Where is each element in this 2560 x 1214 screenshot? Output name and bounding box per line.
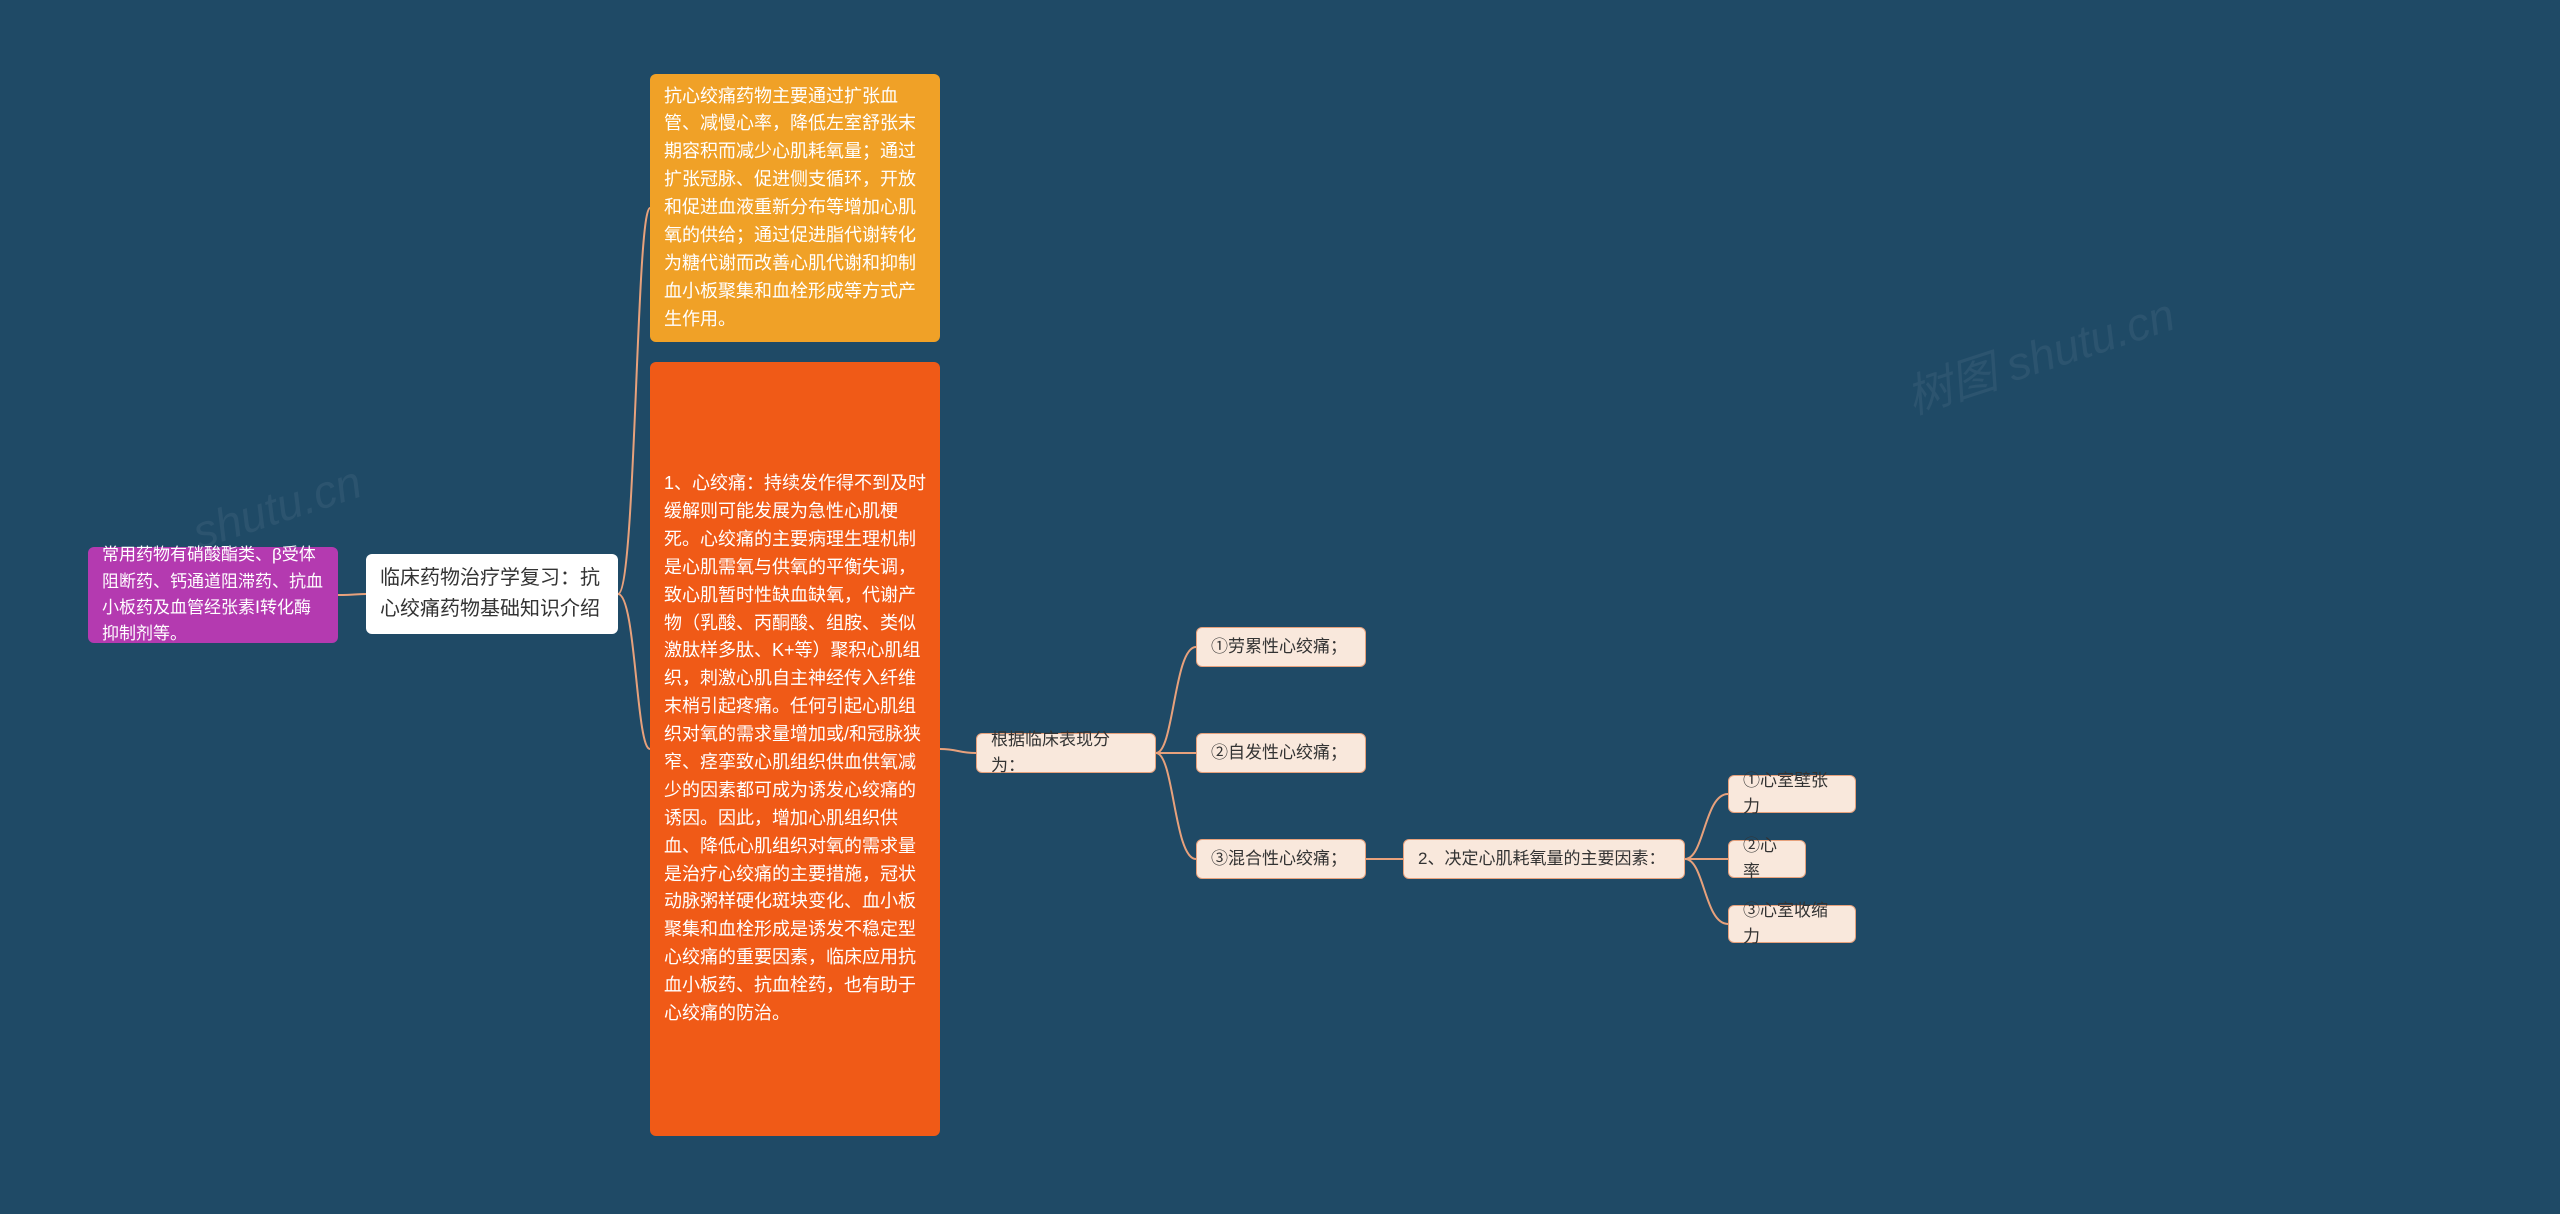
watermark: 树图 shutu.cn xyxy=(1897,279,2182,428)
mindmap-node-orange_box[interactable]: 1、心绞痛：持续发作得不到及时缓解则可能发展为急性心肌梗死。心绞痛的主要病理生理… xyxy=(650,362,940,1136)
edge xyxy=(618,594,650,749)
edge xyxy=(618,208,650,594)
mindmap-canvas: shutu.cn树图 shutu.cn常用药物有硝酸酯类、β受体阻断药、钙通道阻… xyxy=(0,0,2560,1214)
mindmap-node-f3[interactable]: ③心室收缩力 xyxy=(1728,905,1856,943)
mindmap-node-f1[interactable]: ①心室壁张力 xyxy=(1728,775,1856,813)
node-label: ③心室收缩力 xyxy=(1729,888,1855,961)
mindmap-node-c2[interactable]: ②自发性心绞痛； xyxy=(1196,733,1366,773)
edge xyxy=(1156,647,1196,753)
node-label: ①劳累性心绞痛； xyxy=(1197,624,1365,670)
node-label: 1、心绞痛：持续发作得不到及时缓解则可能发展为急性心肌梗死。心绞痛的主要病理生理… xyxy=(650,460,940,1038)
node-label: 抗心绞痛药物主要通过扩张血管、减慢心率，降低左室舒张末期容积而减少心肌耗氧量；通… xyxy=(650,73,940,344)
edge xyxy=(1685,859,1728,924)
edge xyxy=(940,749,976,753)
mindmap-node-root_class[interactable]: 根据临床表现分为： xyxy=(976,733,1156,773)
node-label: 根据临床表现分为： xyxy=(977,717,1155,790)
edge xyxy=(1156,753,1196,859)
mindmap-node-f2[interactable]: ②心率 xyxy=(1728,840,1806,878)
node-label: 常用药物有硝酸酯类、β受体阻断药、钙通道阻滞药、抗血小板药及血管经张素Ⅰ转化酶抑… xyxy=(88,532,338,657)
node-label: 临床药物治疗学复习：抗心绞痛药物基础知识介绍 xyxy=(366,553,618,635)
edge xyxy=(1685,794,1728,859)
edge xyxy=(338,594,366,595)
node-label: ③混合性心绞痛； xyxy=(1197,836,1365,882)
mindmap-node-amber_box[interactable]: 抗心绞痛药物主要通过扩张血管、减慢心率，降低左室舒张末期容积而减少心肌耗氧量；通… xyxy=(650,74,940,342)
node-label: ②自发性心绞痛； xyxy=(1197,730,1365,776)
mindmap-node-center_white[interactable]: 临床药物治疗学复习：抗心绞痛药物基础知识介绍 xyxy=(366,554,618,634)
mindmap-node-c1[interactable]: ①劳累性心绞痛； xyxy=(1196,627,1366,667)
mindmap-node-factors[interactable]: 2、决定心肌耗氧量的主要因素： xyxy=(1403,839,1685,879)
mindmap-node-c3[interactable]: ③混合性心绞痛； xyxy=(1196,839,1366,879)
node-label: ②心率 xyxy=(1729,823,1805,896)
node-label: ①心室壁张力 xyxy=(1729,758,1855,831)
mindmap-node-left_magenta[interactable]: 常用药物有硝酸酯类、β受体阻断药、钙通道阻滞药、抗血小板药及血管经张素Ⅰ转化酶抑… xyxy=(88,547,338,643)
node-label: 2、决定心肌耗氧量的主要因素： xyxy=(1404,836,1684,882)
